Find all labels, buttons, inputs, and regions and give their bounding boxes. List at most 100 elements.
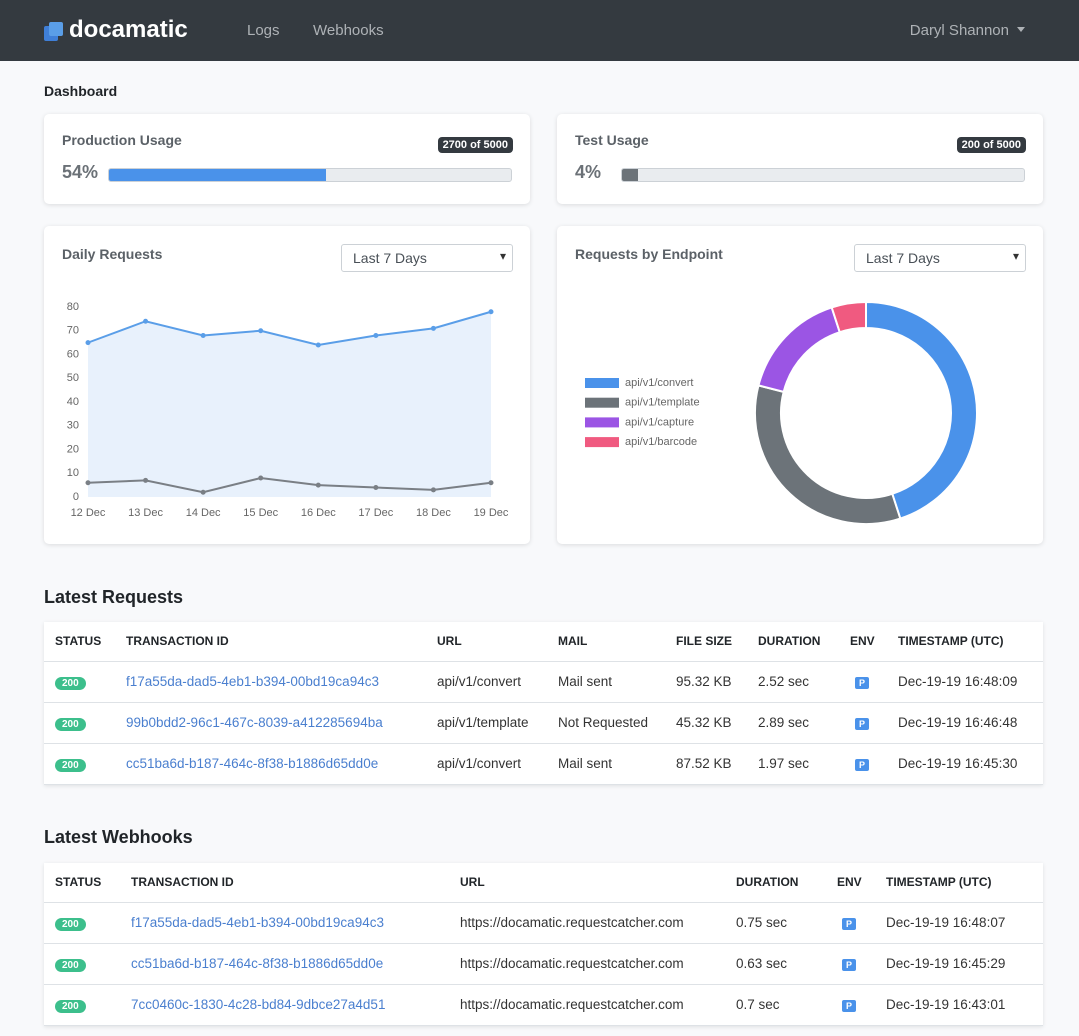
cell: P: [826, 902, 875, 944]
cell: Dec-19-19 16:46:48: [887, 702, 1043, 744]
cell: Dec-19-19 16:48:07: [875, 902, 1043, 944]
logo: [44, 22, 63, 41]
transaction-link[interactable]: 99b0bdd2-96c1-467c-8039-a412285694ba: [126, 715, 383, 730]
line: [87, 476, 492, 494]
table-row: 200 cc51ba6d-b187-464c-8f38-b1886d65dd0e h…: [44, 943, 1043, 985]
progress-track: [621, 168, 1025, 182]
transaction-link[interactable]: f17a55da-dad5-4eb1-b394-00bd19ca94c3: [131, 915, 384, 930]
point: [200, 333, 206, 338]
user-menu[interactable]: Daryl Shannon: [910, 22, 1025, 39]
env-badge: P: [855, 677, 870, 689]
cell-text: api/v1/convert: [437, 674, 522, 689]
page-title: Dashboard: [44, 83, 118, 99]
point: [258, 475, 264, 481]
usage-card: Production Usage 2700 of 5000 54%: [44, 114, 530, 204]
env-badge: P: [842, 959, 857, 971]
point: [143, 318, 149, 324]
y-tick-label: 50: [67, 372, 79, 384]
cell: https://docamatic.requestcatcher.com: [449, 984, 725, 1026]
progress-bar: [622, 169, 639, 181]
cell: api/v1/template: [426, 702, 547, 744]
legend-label: api/v1/capture: [625, 416, 694, 428]
range-select[interactable]: Last 7 Days: [341, 244, 513, 272]
cell: P: [826, 984, 875, 1026]
transaction-link[interactable]: cc51ba6d-b187-464c-8f38-b1886d65dd0e: [131, 956, 384, 971]
cell: Dec-19-19 16:48:09: [887, 661, 1043, 703]
point: [488, 309, 494, 315]
y-tick-label: 80: [67, 301, 79, 313]
column-header: STATUS: [44, 863, 120, 903]
legend-label: api/v1/barcode: [625, 436, 697, 448]
cell: f17a55da-dad5-4eb1-b394-00bd19ca94c3: [115, 661, 426, 703]
point: [488, 480, 494, 486]
cell: 200: [44, 743, 115, 785]
usage-percent: 54%: [62, 162, 99, 182]
card-title: Test Usage: [575, 132, 649, 148]
chart: api/v1/convert api/v1/template api/v1/capt…: [585, 300, 978, 525]
env-badge: P: [842, 1000, 857, 1012]
point: [200, 489, 206, 495]
point: [315, 342, 321, 348]
range-select[interactable]: Last 7 Days: [854, 244, 1026, 272]
y-tick-label: 20: [67, 443, 79, 455]
cell-text: Dec-19-19 16:48:07: [886, 915, 1006, 930]
transaction-link[interactable]: f17a55da-dad5-4eb1-b394-00bd19ca94c3: [126, 674, 379, 689]
cell: P: [839, 661, 887, 703]
usage-percent: 4%: [575, 162, 602, 182]
cell: 0.63 sec: [725, 943, 826, 985]
legend-swatch: [585, 378, 619, 388]
chart-title: Requests by Endpoint: [575, 246, 723, 262]
column-header: DURATION: [725, 863, 826, 903]
column-header: MAIL: [547, 622, 665, 662]
env-badge: P: [855, 718, 870, 730]
cell: api/v1/convert: [426, 743, 547, 785]
cell-text: 0.63 sec: [736, 956, 788, 971]
cell: 7cc0460c-1830-4c28-bd84-9dbce27a4d51: [120, 984, 449, 1026]
table-row: 200 f17a55da-dad5-4eb1-b394-00bd19ca94c3 h…: [44, 902, 1043, 944]
line: [87, 310, 492, 347]
column-header: URL: [426, 622, 547, 662]
cell-text: 95.32 KB: [676, 674, 732, 689]
progress-bar: [109, 169, 327, 181]
point: [85, 480, 91, 486]
cell: 0.75 sec: [725, 902, 826, 944]
env-badge: P: [842, 918, 857, 930]
cell-text: https://docamatic.requestcatcher.com: [460, 956, 684, 971]
brand[interactable]: docamatic: [69, 16, 188, 43]
cell-text: https://docamatic.requestcatcher.com: [460, 997, 684, 1012]
section-title: Latest Webhooks: [44, 827, 193, 847]
cell: 2.89 sec: [747, 702, 839, 744]
cell: 87.52 KB: [665, 743, 747, 785]
chart: 0 10 20 30 40 50 60 70 80 12 Dec 13 Dec 14 Dec 15 De…: [67, 301, 509, 519]
cell: 1.97 sec: [747, 743, 839, 785]
legend-label: api/v1/template: [625, 397, 700, 409]
cell: Dec-19-19 16:45:29: [875, 943, 1043, 985]
transaction-link[interactable]: cc51ba6d-b187-464c-8f38-b1886d65dd0e: [126, 756, 379, 771]
point: [143, 477, 149, 483]
y-tick-label: 60: [67, 348, 79, 360]
point: [430, 487, 436, 493]
cell: cc51ba6d-b187-464c-8f38-b1886d65dd0e: [115, 743, 426, 785]
nav-link[interactable]: Logs: [247, 22, 280, 39]
column-header: ENV: [839, 622, 887, 662]
transaction-link[interactable]: 7cc0460c-1830-4c28-bd84-9dbce27a4d51: [131, 997, 386, 1012]
point: [85, 340, 91, 346]
cell-text: api/v1/template: [437, 715, 529, 730]
column-header: STATUS: [44, 622, 115, 662]
chart-card: api/v1/convert api/v1/template api/v1/capt…: [557, 226, 1043, 544]
slice: [757, 306, 841, 394]
cell: https://docamatic.requestcatcher.com: [449, 943, 725, 985]
x-tick-label: 19 Dec: [474, 507, 509, 519]
legend-swatch: [585, 437, 619, 448]
cell: https://docamatic.requestcatcher.com: [449, 902, 725, 944]
cell-text: 0.7 sec: [736, 997, 780, 1012]
cell-text: Dec-19-19 16:48:09: [898, 674, 1018, 689]
cell-text: Dec-19-19 16:43:01: [886, 997, 1006, 1012]
nav-link[interactable]: Webhooks: [313, 22, 384, 39]
slice: [865, 300, 978, 520]
status-badge: 200: [55, 759, 86, 772]
cell: 99b0bdd2-96c1-467c-8039-a412285694ba: [115, 702, 426, 744]
legend-label: api/v1/convert: [625, 377, 693, 389]
x-tick-label: 14 Dec: [186, 507, 221, 519]
